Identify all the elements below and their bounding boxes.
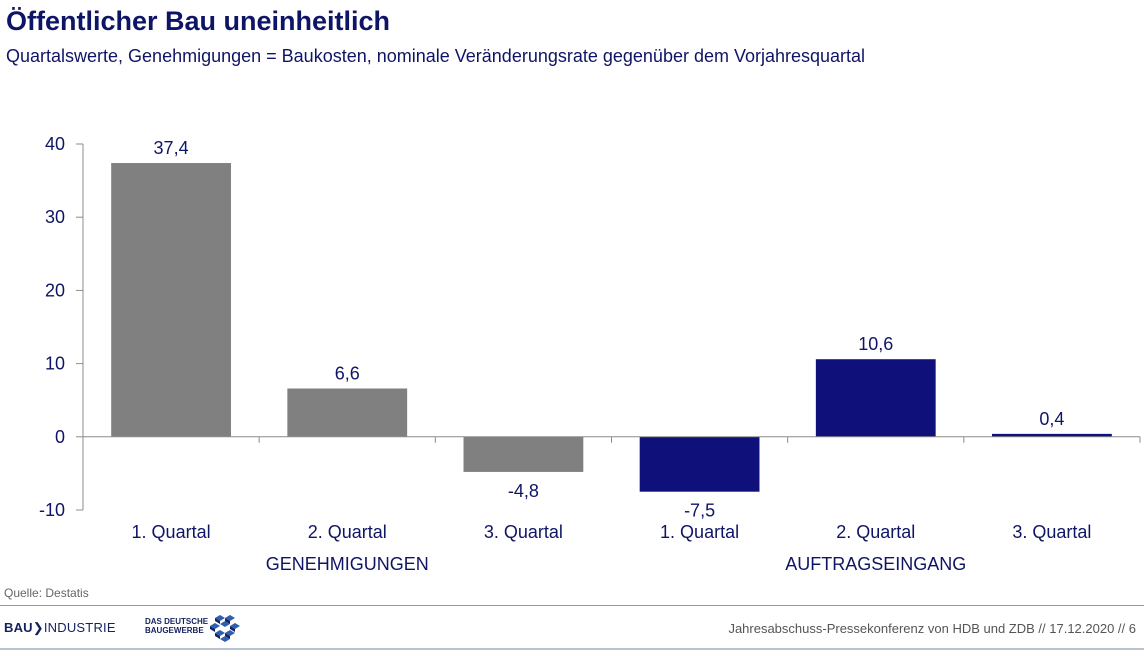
bar-chart: -10 0 10 20 30 40 37,4 6,6 -4,8 -7,5 10,6 0,4 1. Qua…: [39, 134, 1141, 574]
x-category-label: 2. Quartal: [836, 522, 915, 542]
bauindustrie-logo-bold: BAU: [4, 620, 33, 635]
bar: [639, 436, 760, 492]
y-tick-label: 10: [45, 354, 65, 374]
footer-divider: [0, 605, 1144, 606]
bauindustrie-logo-mark: ❯: [32, 620, 44, 635]
data-label: -4,8: [508, 481, 539, 501]
y-tick-label: 0: [55, 427, 65, 447]
y-tick-label: -10: [39, 500, 65, 520]
y-tick-label: 40: [45, 134, 65, 154]
baugewerbe-logo-line1: DAS DEUTSCHE: [145, 617, 209, 626]
bar: [463, 436, 584, 472]
footer-text: Jahresabschuss-Pressekonferenz von HDB u…: [728, 621, 1136, 636]
x-group-label: AUFTRAGSEINGANG: [785, 554, 966, 574]
x-category-label: 1. Quartal: [660, 522, 739, 542]
x-category-label: 3. Quartal: [1012, 522, 1091, 542]
page-title: Öffentlicher Bau uneinheitlich: [6, 6, 391, 36]
data-label: 10,6: [858, 334, 893, 354]
bar: [992, 433, 1112, 437]
data-label: 37,4: [154, 138, 189, 158]
baugewerbe-cubes-icon: [210, 615, 240, 642]
x-category-label: 1. Quartal: [132, 522, 211, 542]
footer-bottom-rule: [0, 648, 1144, 650]
y-tick-label: 30: [45, 207, 65, 227]
x-category-label: 2. Quartal: [308, 522, 387, 542]
data-label: 0,4: [1039, 409, 1064, 429]
baugewerbe-logo-line2: BAUGEWERBE: [145, 626, 204, 635]
x-group-label: GENEHMIGUNGEN: [266, 554, 429, 574]
y-tick-label: 20: [45, 280, 65, 300]
bar: [815, 359, 936, 437]
bauindustrie-logo-rest: INDUSTRIE: [43, 620, 116, 635]
bar: [111, 163, 231, 437]
bauindustrie-logo: BAU❯INDUSTRIE: [4, 620, 116, 636]
data-label: 6,6: [335, 363, 360, 383]
page-subtitle: Quartalswerte, Genehmigungen = Baukosten…: [6, 46, 866, 66]
source-note: Quelle: Destatis: [4, 586, 89, 600]
x-category-label: 3. Quartal: [484, 522, 563, 542]
baugewerbe-logo-text: DAS DEUTSCHE BAUGEWERBE: [145, 617, 208, 635]
data-label: -7,5: [684, 501, 715, 521]
bar: [287, 388, 408, 437]
